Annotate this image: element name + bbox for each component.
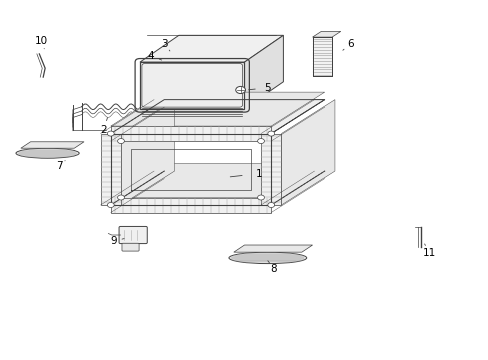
Polygon shape (111, 126, 271, 141)
Circle shape (107, 203, 114, 207)
FancyBboxPatch shape (122, 243, 139, 251)
Polygon shape (261, 134, 281, 205)
Circle shape (257, 195, 264, 200)
FancyBboxPatch shape (142, 64, 242, 107)
Text: 3: 3 (161, 39, 167, 49)
Circle shape (267, 203, 274, 207)
Text: 4: 4 (147, 51, 154, 61)
Text: 9: 9 (110, 237, 116, 247)
Polygon shape (312, 31, 340, 37)
Circle shape (257, 139, 264, 144)
Text: 6: 6 (346, 39, 353, 49)
Polygon shape (101, 134, 121, 205)
Polygon shape (111, 92, 324, 126)
Polygon shape (140, 35, 283, 62)
Circle shape (235, 86, 245, 94)
Polygon shape (21, 142, 84, 148)
Polygon shape (111, 198, 271, 212)
Circle shape (267, 131, 274, 136)
Polygon shape (111, 100, 324, 134)
Polygon shape (233, 245, 312, 252)
Text: 8: 8 (270, 264, 276, 274)
Circle shape (117, 139, 124, 144)
Text: 1: 1 (255, 168, 262, 179)
Text: 11: 11 (422, 248, 435, 258)
Text: 7: 7 (56, 161, 63, 171)
Text: 5: 5 (264, 83, 271, 93)
Polygon shape (140, 62, 244, 109)
FancyBboxPatch shape (119, 226, 147, 244)
Circle shape (117, 195, 124, 200)
Polygon shape (281, 100, 334, 205)
Polygon shape (244, 35, 283, 109)
Ellipse shape (16, 148, 79, 158)
Polygon shape (312, 37, 331, 76)
Ellipse shape (228, 252, 306, 264)
Text: 2: 2 (100, 125, 106, 135)
Text: 10: 10 (35, 36, 48, 46)
Circle shape (107, 131, 114, 136)
Polygon shape (121, 100, 174, 205)
Polygon shape (111, 163, 324, 198)
